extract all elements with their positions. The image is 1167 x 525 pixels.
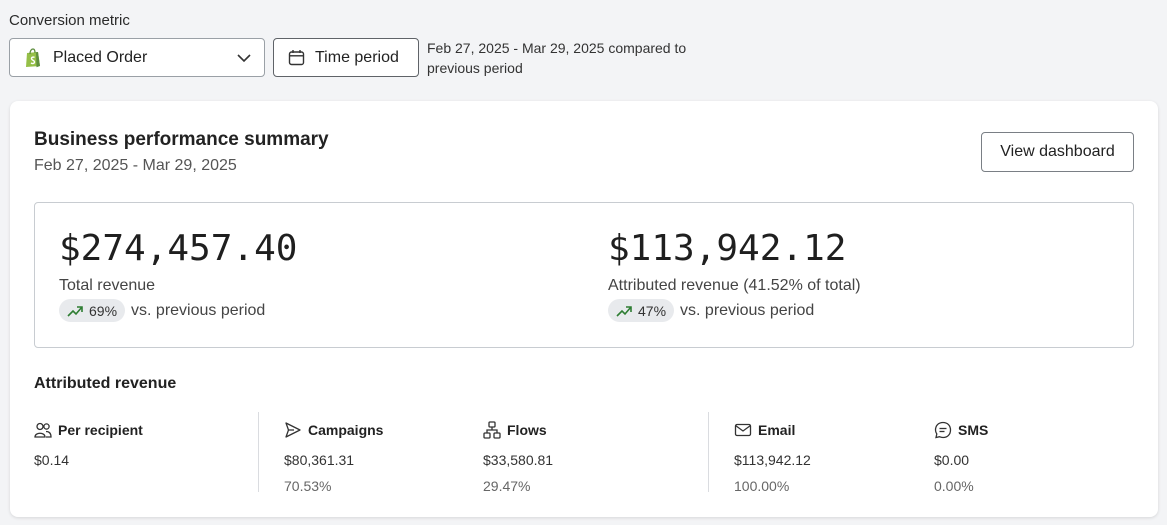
kpi-panel: $274,457.40 Total revenue 69% vs. previo…: [34, 202, 1134, 348]
attributed-revenue-delta: 47% vs. previous period: [608, 299, 861, 322]
stat-value: $113,942.12: [734, 452, 811, 468]
trending-up-icon: [616, 303, 632, 319]
stat-value: $80,361.31: [284, 452, 355, 468]
mail-icon: [734, 421, 752, 439]
change-percent: 47%: [638, 302, 667, 319]
stat-email: Email $113,942.12 100.00%: [734, 421, 811, 494]
total-revenue-delta: 69% vs. previous period: [59, 299, 297, 322]
shopify-bag-icon: [24, 47, 42, 68]
selected-metric: Placed Order: [53, 48, 148, 66]
comparison-range-text: Feb 27, 2025 - Mar 29, 2025 compared to …: [427, 40, 687, 76]
stat-label: Per recipient: [58, 422, 143, 438]
flow-icon: [483, 421, 501, 439]
change-percent: 69%: [89, 302, 118, 319]
stat-flows: Flows $33,580.81 29.47%: [483, 421, 553, 494]
stat-percent: 70.53%: [284, 478, 332, 494]
sms-icon: [934, 421, 952, 439]
change-suffix: vs. previous period: [131, 301, 266, 319]
stat-value: $0.14: [34, 452, 70, 468]
send-icon: [284, 421, 302, 439]
stat-value: $33,580.81: [483, 452, 554, 468]
stat-percent: 100.00%: [734, 478, 790, 494]
total-revenue-kpi: $274,457.40 Total revenue 69% vs. previo…: [59, 227, 297, 322]
time-period-label: Time period: [315, 48, 399, 66]
attributed-revenue-kpi: $113,942.12 Attributed revenue (41.52% o…: [608, 227, 861, 322]
stat-label: Email: [758, 422, 796, 438]
trending-up-icon: [67, 303, 83, 319]
time-period-button[interactable]: Time period: [273, 38, 419, 77]
card-date-range: Feb 27, 2025 - Mar 29, 2025: [34, 157, 237, 174]
conversion-metric-label: Conversion metric: [9, 12, 130, 29]
stat-percent: 29.47%: [483, 478, 531, 494]
attributed-revenue-value: $113,942.12: [608, 228, 847, 269]
stat-value: $0.00: [934, 452, 970, 468]
stat-label: Flows: [507, 422, 547, 438]
change-suffix: vs. previous period: [680, 301, 815, 319]
attributed-revenue-label: Attributed revenue (41.52% of total): [608, 277, 861, 294]
divider: [258, 412, 259, 492]
stat-campaigns: Campaigns $80,361.31 70.53%: [284, 421, 383, 494]
change-badge: 69%: [59, 299, 126, 322]
calendar-icon: [288, 49, 305, 66]
chevron-down-icon: [236, 50, 252, 66]
view-dashboard-button[interactable]: View dashboard: [981, 132, 1134, 172]
attributed-revenue-title: Attributed revenue: [34, 375, 177, 392]
business-performance-card: Business performance summary Feb 27, 202…: [10, 101, 1158, 517]
people-icon: [34, 421, 52, 439]
divider: [708, 412, 709, 492]
change-badge: 47%: [608, 299, 675, 322]
stat-percent: 0.00%: [934, 478, 974, 494]
stat-sms: SMS $0.00 0.00%: [934, 421, 988, 494]
stat-label: Campaigns: [308, 422, 384, 438]
total-revenue-value: $274,457.40: [59, 228, 298, 269]
stat-label: SMS: [958, 422, 989, 438]
conversion-metric-select[interactable]: Placed Order: [9, 38, 265, 77]
stat-per-recipient: Per recipient $0.14: [34, 421, 143, 468]
total-revenue-label: Total revenue: [59, 277, 156, 294]
card-title: Business performance summary: [34, 129, 329, 150]
